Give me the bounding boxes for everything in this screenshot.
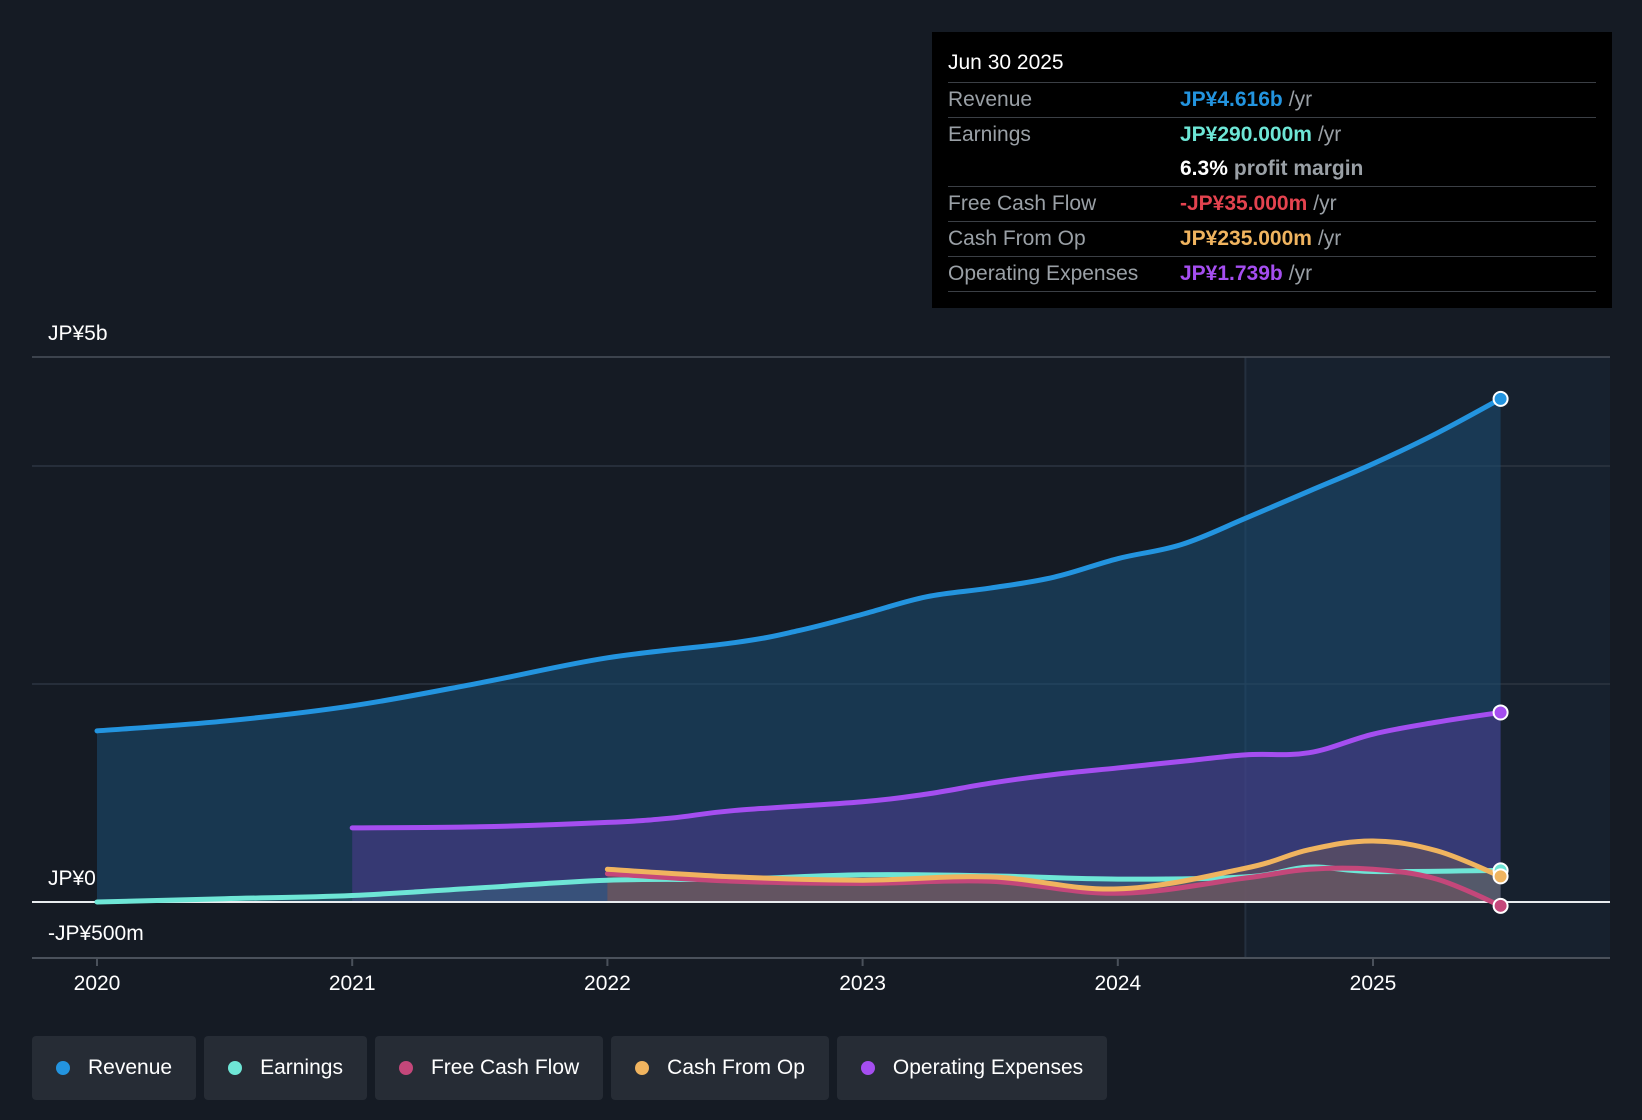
revenue-area [97,398,1501,902]
y-label-bottom: -JP¥500m [48,922,144,945]
tooltip-value: -JP¥35.000m [1180,192,1308,215]
tooltip-unit: /yr [1317,227,1342,250]
tooltip-date: Jun 30 2025 [948,46,1596,83]
legend-item-operating-expenses[interactable]: Operating Expenses [836,1036,1108,1100]
chart-legend: Revenue Earnings Free Cash Flow Cash Fro… [32,1036,1108,1100]
fcf-line [604,865,1504,909]
legend-label: Earnings [260,1056,343,1079]
x-tick-label: 2024 [1094,972,1141,995]
revenue-end-marker [1492,390,1509,407]
tooltip-label: Revenue [948,88,1033,111]
y-label-top: JP¥5b [48,322,108,345]
tooltip-row-revenue: Revenue JP¥4.616b /yr [948,83,1596,118]
fcf-end-marker [1492,897,1509,914]
earnings-dot-icon [228,1061,243,1075]
x-tick-label: 2020 [74,972,121,995]
free-cash-flow-dot-icon [398,1061,413,1075]
cfo-line [604,838,1504,892]
x-tick-label: 2025 [1350,972,1397,995]
revenue-line [94,396,1504,734]
opex-line [349,709,1504,831]
legend-label: Cash From Op [667,1056,805,1079]
cfo-area [607,840,1501,902]
tooltip-row-margin: 6.3% profit margin [948,152,1596,187]
tooltip-row-fcf: Free Cash Flow -JP¥35.000m /yr [948,187,1596,222]
tooltip-unit: /yr [1317,123,1342,146]
opex-end-marker [1492,704,1509,721]
x-tick-label: 2023 [839,972,886,995]
legend-label: Free Cash Flow [430,1056,580,1079]
tooltip-unit: /yr [1288,88,1313,111]
series-lines [94,396,1504,909]
tooltip-unit: /yr [1313,192,1337,215]
tooltip-value: JP¥1.739b [1180,262,1283,285]
x-tick-label: 2022 [584,972,631,995]
tooltip-value: 6.3% [1180,157,1228,180]
cfo-end-marker [1492,868,1509,885]
tooltip-row-cfo: Cash From Op JP¥235.000m /yr [948,222,1596,257]
revenue-dot-icon [56,1061,70,1075]
y-label-zero: JP¥0 [48,867,96,890]
tooltip-value: JP¥290.000m [1180,123,1312,146]
operating-expenses-dot-icon [860,1061,875,1075]
tooltip-label: Earnings [948,123,1031,146]
tooltip-unit: profit margin [1233,157,1364,180]
tooltip-unit: /yr [1288,262,1313,285]
x-axis-ticks: 2020 2021 2022 2023 2024 2025 [74,958,1397,995]
tooltip-row-earnings: Earnings JP¥290.000m /yr [948,118,1596,152]
series-end-markers [1492,390,1509,914]
tooltip-label: Free Cash Flow [948,192,1097,215]
cash-from-op-dot-icon [635,1061,650,1075]
legend-item-free-cash-flow[interactable]: Free Cash Flow [374,1036,604,1100]
legend-item-earnings[interactable]: Earnings [204,1036,367,1100]
tooltip-value: JP¥4.616b [1180,88,1283,111]
tooltip-label: Operating Expenses [948,262,1139,285]
x-tick-label: 2021 [329,972,376,995]
legend-item-cash-from-op[interactable]: Cash From Op [611,1036,829,1100]
legend-item-revenue[interactable]: Revenue [32,1036,197,1100]
data-tooltip: Jun 30 2025 Revenue JP¥4.616b /yr Earnin… [932,32,1612,308]
legend-label: Revenue [88,1056,173,1079]
legend-label: Operating Expenses [892,1056,1084,1079]
tooltip-label [948,153,1180,185]
fcf-area [607,868,1501,906]
tooltip-label: Cash From Op [948,227,1086,250]
tooltip-value: JP¥235.000m [1180,227,1312,250]
tooltip-row-opex: Operating Expenses JP¥1.739b /yr [948,257,1596,292]
